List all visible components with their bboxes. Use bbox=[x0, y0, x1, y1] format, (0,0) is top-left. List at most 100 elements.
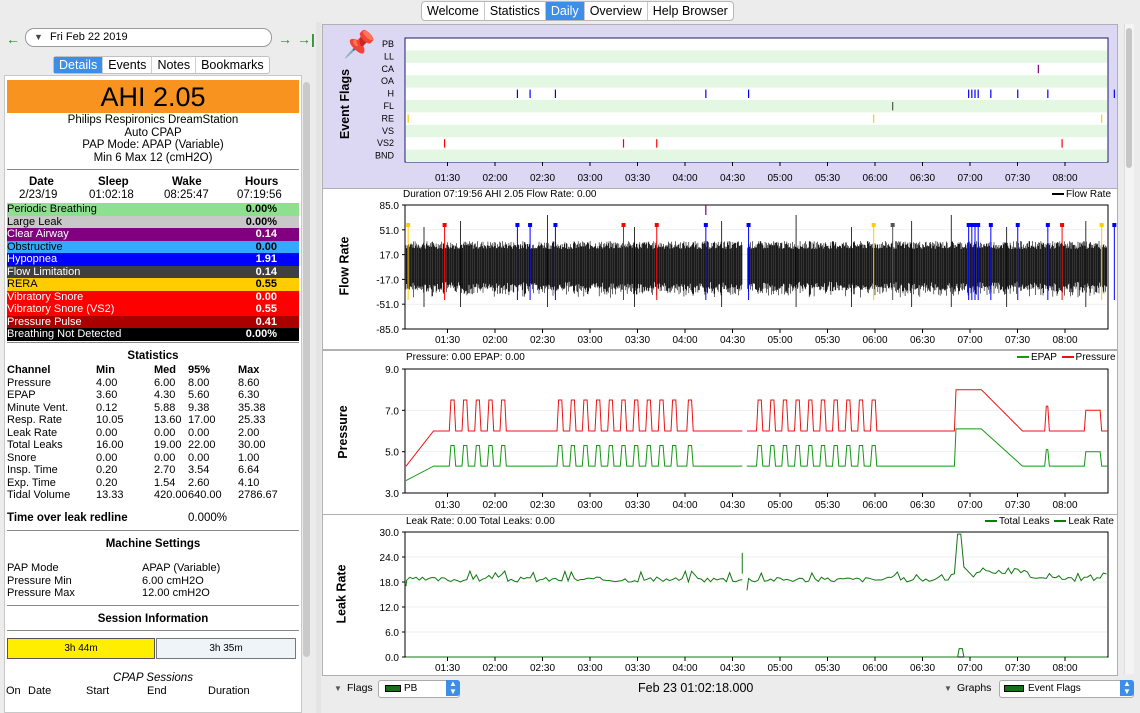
tab-daily[interactable]: Daily bbox=[545, 2, 585, 20]
machine-type: Auto CPAP bbox=[124, 126, 182, 139]
next-day-arrow-icon[interactable]: → bbox=[278, 31, 292, 47]
x-tick-label: 07:00 bbox=[957, 663, 982, 674]
divider bbox=[7, 605, 299, 606]
flags-combobox[interactable]: PB ▲ ▼ bbox=[378, 680, 460, 698]
x-tick-label: 02:00 bbox=[482, 173, 507, 184]
tab-bookmarks[interactable]: Bookmarks bbox=[201, 58, 264, 72]
x-tick-label: 04:00 bbox=[672, 663, 697, 674]
session-segment-1[interactable]: 3h 44m bbox=[7, 638, 155, 659]
leak-plot-area bbox=[404, 531, 1109, 658]
col-date: Date bbox=[28, 685, 52, 697]
stat-value: 9.38 bbox=[188, 401, 210, 414]
tab-overview[interactable]: Overview bbox=[585, 2, 648, 20]
x-tick-label: 03:30 bbox=[625, 173, 650, 184]
x-tick-label: 05:00 bbox=[767, 335, 792, 346]
graph-scrollbar[interactable] bbox=[1124, 24, 1134, 674]
last-day-arrow-icon[interactable]: →| bbox=[297, 31, 315, 47]
flow-event-marker bbox=[890, 223, 895, 227]
col-end: End bbox=[147, 685, 167, 697]
x-tick-label: 05:30 bbox=[815, 335, 840, 346]
event-row: Breathing Not Detected 0.00% bbox=[7, 328, 299, 341]
graphs-combobox[interactable]: Event Flags ▲ ▼ bbox=[999, 680, 1134, 698]
date-picker[interactable]: ▼ Fri Feb 22 2019 bbox=[25, 28, 272, 47]
y-tick-label: -85.0 bbox=[376, 325, 399, 336]
flow-event-marker bbox=[406, 223, 411, 227]
event-name: Hypopnea bbox=[7, 253, 58, 265]
panel-splitter[interactable] bbox=[316, 22, 321, 713]
x-tick-label: 04:30 bbox=[720, 335, 745, 346]
stat-value: 8.60 bbox=[238, 376, 260, 389]
event-name: Clear Airway bbox=[7, 228, 69, 240]
divider bbox=[7, 169, 299, 170]
stat-channel: Total Leaks bbox=[7, 439, 63, 451]
y-tick-label: 5.0 bbox=[385, 448, 399, 459]
tab-statistics[interactable]: Statistics bbox=[485, 2, 546, 20]
summary-hours: 07:19:56 bbox=[237, 189, 282, 201]
x-tick-label: 02:00 bbox=[482, 335, 507, 346]
event-value: 0.14 bbox=[255, 265, 277, 278]
flow-rate-graph: 85.0 51.0 17.0 -17.0 -51.0 -85.0 01:30 02:00 02:… bbox=[322, 188, 1129, 350]
event-name: Large Leak bbox=[7, 215, 63, 228]
y-tick-label: 18.0 bbox=[380, 578, 400, 589]
leak-rate-title: Leak Rate: 0.00 Total Leaks: 0.00 bbox=[406, 516, 555, 527]
flags-spinner-icon[interactable]: ▲ ▼ bbox=[446, 680, 460, 696]
x-tick-label: 03:30 bbox=[625, 663, 650, 674]
stat-value: 16.00 bbox=[96, 439, 124, 451]
epap-line bbox=[405, 428, 1108, 482]
stat-value: 2.70 bbox=[154, 464, 176, 476]
x-tick-label: 01:30 bbox=[435, 173, 460, 184]
setting-name: Pressure Min bbox=[7, 574, 72, 587]
x-tick-label: 03:00 bbox=[577, 663, 602, 674]
flow-event-marker bbox=[654, 223, 659, 227]
graphs-spinner-icon[interactable]: ▲ ▼ bbox=[1120, 680, 1134, 696]
flag-row-label: VS2 bbox=[377, 138, 394, 148]
x-tick-label: 06:30 bbox=[910, 663, 935, 674]
x-tick-label: 08:00 bbox=[1052, 335, 1077, 346]
flag-row-band bbox=[406, 124, 1107, 138]
tab-notes[interactable]: Notes bbox=[152, 57, 197, 73]
flag-row-label: FL bbox=[383, 101, 394, 111]
tab-welcome[interactable]: Welcome bbox=[422, 2, 485, 20]
left-sidebar: ← ▼ Fri Feb 22 2019 → →| Details Events … bbox=[0, 22, 316, 713]
leak-rate-legend-label: Leak Rate bbox=[1068, 516, 1114, 527]
event-row: Obstructive 0.00 bbox=[7, 240, 299, 253]
x-tick-label: 03:00 bbox=[577, 335, 602, 346]
flow-event-marker bbox=[703, 223, 708, 227]
flag-row-label: H bbox=[388, 89, 395, 99]
x-tick-label: 04:30 bbox=[720, 173, 745, 184]
stat-value: 4.00 bbox=[96, 376, 118, 389]
event-value: 0.55 bbox=[255, 303, 277, 315]
details-scrollbar[interactable] bbox=[303, 82, 310, 657]
graph-scrollbar-thumb[interactable] bbox=[1126, 28, 1132, 168]
event-value: 0.55 bbox=[255, 278, 277, 290]
stat-header: Med bbox=[154, 364, 176, 376]
pressure-legend: EPAP Pressure bbox=[1017, 352, 1116, 363]
stat-value: 4.30 bbox=[154, 389, 176, 401]
stat-value: 13.33 bbox=[96, 489, 124, 501]
pushpin-icon[interactable]: 📌 bbox=[343, 29, 376, 59]
previous-day-arrow-icon[interactable]: ← bbox=[6, 31, 20, 47]
setting-value: APAP (Variable) bbox=[142, 562, 221, 574]
session-segment-2[interactable]: 3h 35m bbox=[156, 638, 296, 659]
details-tab-bar: Details Events Notes Bookmarks bbox=[53, 56, 270, 74]
tab-events[interactable]: Events bbox=[103, 57, 153, 73]
tab-details[interactable]: Details bbox=[54, 57, 104, 73]
tab-help-browser[interactable]: Help Browser bbox=[652, 4, 728, 18]
x-tick-label: 04:00 bbox=[672, 500, 697, 511]
col-on: On bbox=[6, 685, 21, 697]
summary-header-date: Date bbox=[29, 176, 54, 188]
stat-value: 5.88 bbox=[154, 401, 176, 414]
flag-row-label: VS bbox=[382, 126, 394, 136]
stat-value: 0.20 bbox=[96, 476, 118, 489]
stat-value: 3.54 bbox=[188, 464, 210, 476]
event-name: Vibratory Snore (VS2) bbox=[7, 303, 115, 315]
x-tick-label: 04:00 bbox=[672, 173, 697, 184]
stat-value: 22.00 bbox=[188, 439, 216, 451]
leak-redline-label: Time over leak redline bbox=[7, 512, 128, 524]
pressure-legend-label: Pressure bbox=[1075, 352, 1116, 363]
x-tick-label: 06:00 bbox=[862, 335, 887, 346]
stat-value: 13.60 bbox=[154, 414, 182, 426]
stat-value: 0.12 bbox=[96, 401, 118, 414]
flow-rate-title: Duration 07:19:56 AHI 2.05 Flow Rate: 0.… bbox=[403, 189, 597, 200]
x-tick-label: 07:00 bbox=[957, 173, 982, 184]
